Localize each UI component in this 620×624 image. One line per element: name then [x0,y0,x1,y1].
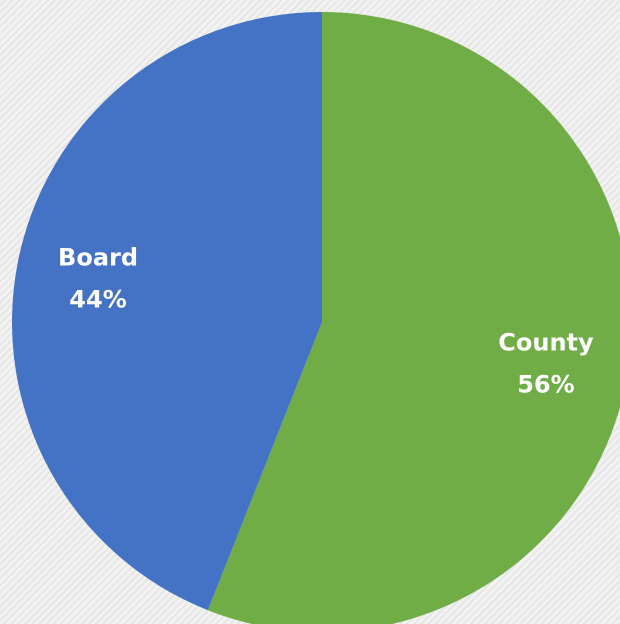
slice-value-label: 44% [69,285,126,313]
pie-slice [207,12,620,624]
slice-category-label: Board [58,243,138,271]
slice-value-label: 56% [517,371,574,399]
pie-slice [11,11,322,611]
slice-category-label: County [498,329,594,357]
